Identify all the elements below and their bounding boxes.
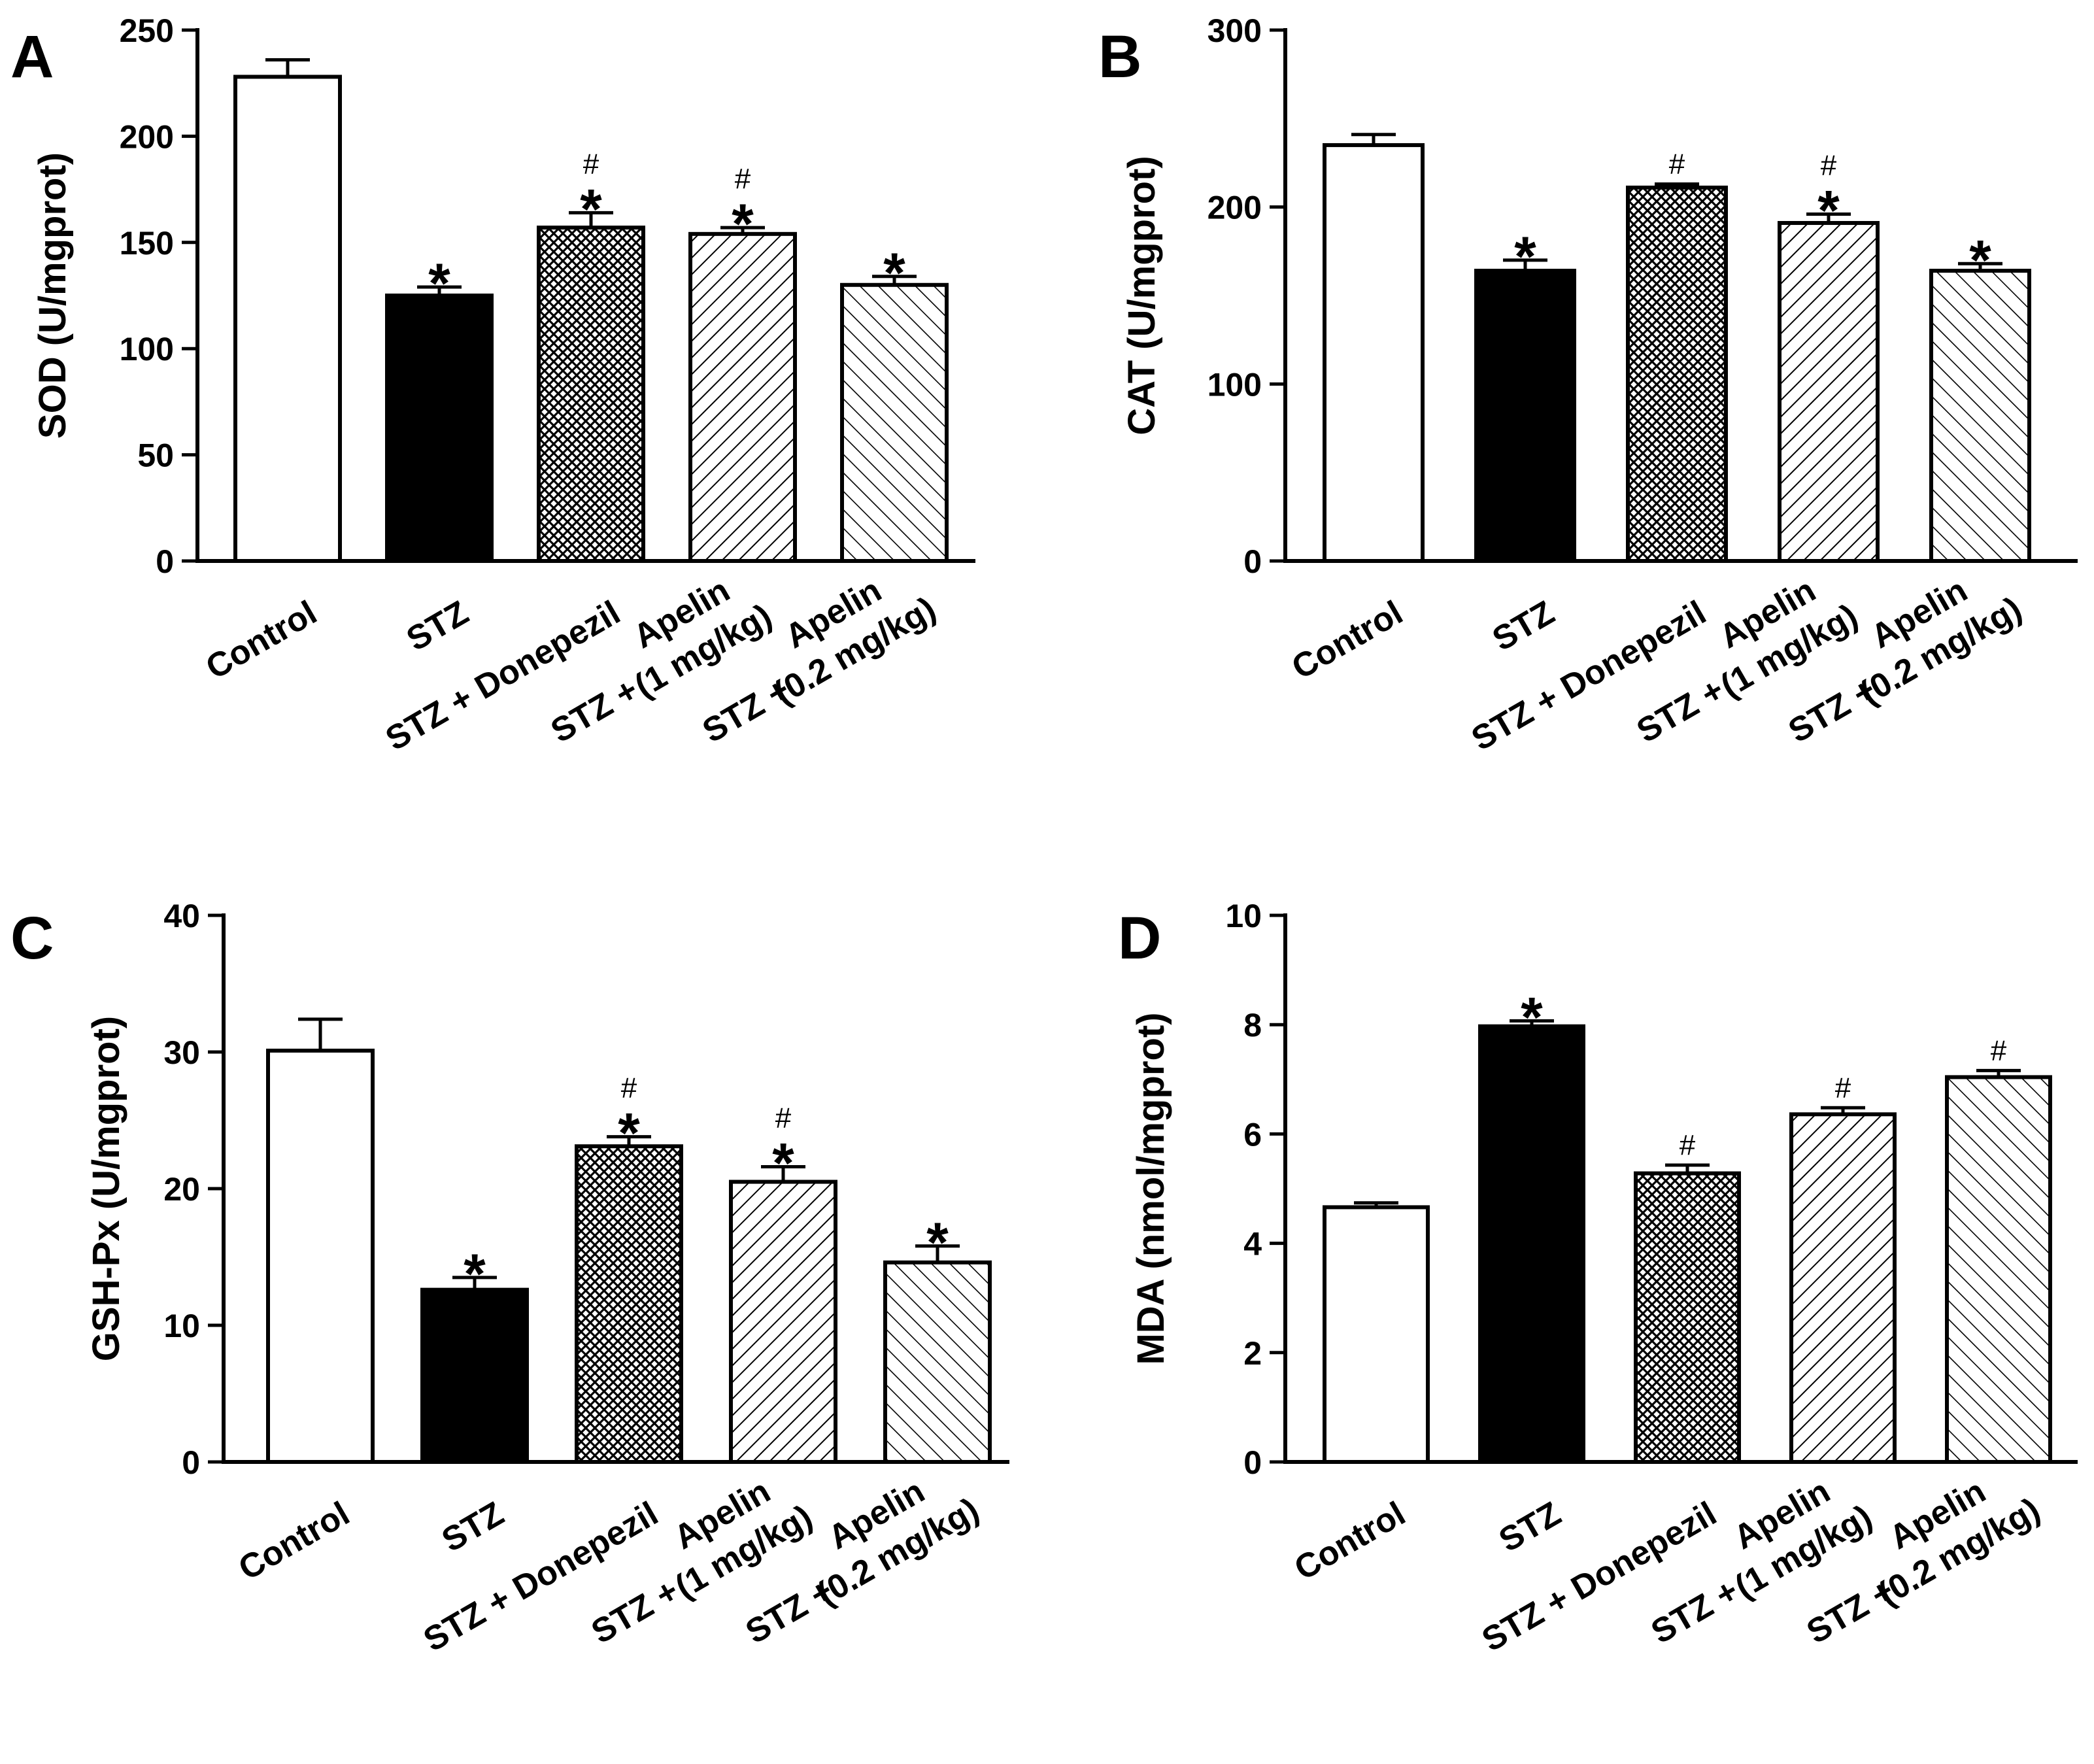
y-tick-label: 100 (120, 331, 174, 367)
significance-hash: # (1669, 148, 1685, 180)
x-tick-label: Control (1288, 1495, 1411, 1588)
x-tick-text: Control (199, 594, 323, 687)
x-tick-text: STZ (435, 1495, 510, 1559)
bar (1323, 143, 1425, 563)
significance-star: * (618, 1102, 640, 1165)
bar (420, 1287, 529, 1465)
y-tick-label: 0 (156, 543, 174, 580)
significance-hash: # (1821, 149, 1837, 181)
significance-star: * (1514, 226, 1536, 288)
y-axis-label: SOD (U/mgprot) (31, 152, 74, 439)
bar (266, 1048, 375, 1465)
x-tick-label: STZ (435, 1495, 510, 1559)
significance-star: * (772, 1132, 794, 1195)
significance-hash: # (735, 163, 751, 195)
significance-star: * (883, 242, 905, 305)
y-tick-label: 50 (137, 437, 174, 474)
y-tick-label: 200 (1207, 190, 1262, 226)
y-tick-label: 30 (163, 1034, 200, 1071)
bar (1945, 1075, 2052, 1465)
x-tick-label: Control (1285, 594, 1409, 687)
x-tick-text: STZ (1493, 1495, 1567, 1559)
y-tick-label: 20 (163, 1171, 200, 1208)
bar (385, 294, 494, 563)
significance-hash: # (1680, 1129, 1696, 1161)
y-tick-label: 150 (120, 225, 174, 262)
chart-panel-a: A 0 50 100 150 200 250 SOD (U/mgprot) Control * ST… (10, 12, 975, 758)
significance-hash: # (1991, 1034, 2007, 1066)
significance-star: * (580, 178, 602, 241)
panel-letter: D (1118, 905, 1161, 972)
significance-star: * (464, 1243, 486, 1306)
significance-hash: # (1835, 1072, 1851, 1104)
significance-hash: # (775, 1102, 792, 1134)
panel-letter: B (1098, 24, 1141, 90)
significance-hash: # (621, 1072, 637, 1104)
x-tick-label: STZ (1486, 594, 1561, 658)
bar (1478, 1024, 1585, 1464)
x-tick-label: Control (199, 594, 323, 687)
significance-star: * (732, 193, 754, 256)
y-tick-label: 300 (1207, 12, 1262, 49)
significance-hash: # (583, 148, 599, 180)
y-axis-label: GSH-Px (U/mgprot) (85, 1016, 127, 1361)
y-axis-label: CAT (U/mgprot) (1121, 156, 1163, 435)
chart-panel-b: B 0 100 200 300 CAT (U/mgprot) Control * STZ # STZ… (1098, 12, 2078, 758)
bar (729, 1179, 837, 1465)
x-tick-text: Control (1285, 594, 1409, 687)
bar (883, 1260, 992, 1464)
x-tick-text: STZ + (1630, 671, 1731, 751)
bar (575, 1144, 683, 1464)
panel-letter: C (10, 905, 54, 972)
significance-star: * (1969, 229, 1991, 292)
x-tick-text: STZ + (585, 1572, 685, 1652)
y-axis-label: MDA (nmol/mgprot) (1130, 1012, 1172, 1365)
significance-star: * (926, 1212, 949, 1274)
bar (1778, 221, 1880, 563)
bar (1323, 1205, 1430, 1464)
x-tick-text: Control (232, 1495, 356, 1588)
x-tick-text: STZ + (1645, 1572, 1745, 1652)
panel-letter: A (10, 24, 54, 90)
y-tick-label: 0 (182, 1444, 200, 1481)
bar (688, 231, 797, 563)
y-tick-label: 2 (1243, 1335, 1262, 1372)
y-tick-label: 0 (1243, 1444, 1262, 1481)
x-tick-text: STZ + (545, 671, 645, 751)
bar (233, 75, 342, 564)
y-tick-label: 10 (163, 1308, 200, 1344)
bar (537, 226, 645, 563)
significance-star: * (428, 252, 450, 315)
bar (1789, 1112, 1897, 1464)
significance-star: * (1521, 986, 1543, 1049)
bar (1634, 1171, 1741, 1465)
x-tick-text: Control (1288, 1495, 1411, 1588)
x-tick-text: STZ (1486, 594, 1561, 658)
y-tick-label: 4 (1243, 1226, 1262, 1263)
bar (840, 282, 949, 563)
y-tick-label: 10 (1225, 898, 1262, 934)
significance-star: * (1817, 179, 1840, 242)
bar (1626, 185, 1728, 564)
y-tick-label: 200 (120, 118, 174, 155)
y-tick-label: 40 (163, 898, 200, 934)
bar (1474, 269, 1576, 563)
bar (1929, 269, 2031, 563)
chart-panel-d: D 0 2 4 6 8 10 MDA (nmol/mgprot) Control * STZ # STZ… (1118, 898, 2078, 1659)
y-tick-label: 100 (1207, 366, 1262, 403)
x-tick-label: STZ (400, 594, 475, 658)
y-tick-label: 6 (1243, 1116, 1262, 1153)
x-tick-label: STZ (1493, 1495, 1567, 1559)
x-tick-text: STZ (400, 594, 475, 658)
x-tick-label: Control (232, 1495, 356, 1588)
y-tick-label: 0 (1243, 543, 1262, 580)
y-tick-label: 8 (1243, 1007, 1262, 1043)
y-tick-label: 250 (120, 12, 174, 49)
